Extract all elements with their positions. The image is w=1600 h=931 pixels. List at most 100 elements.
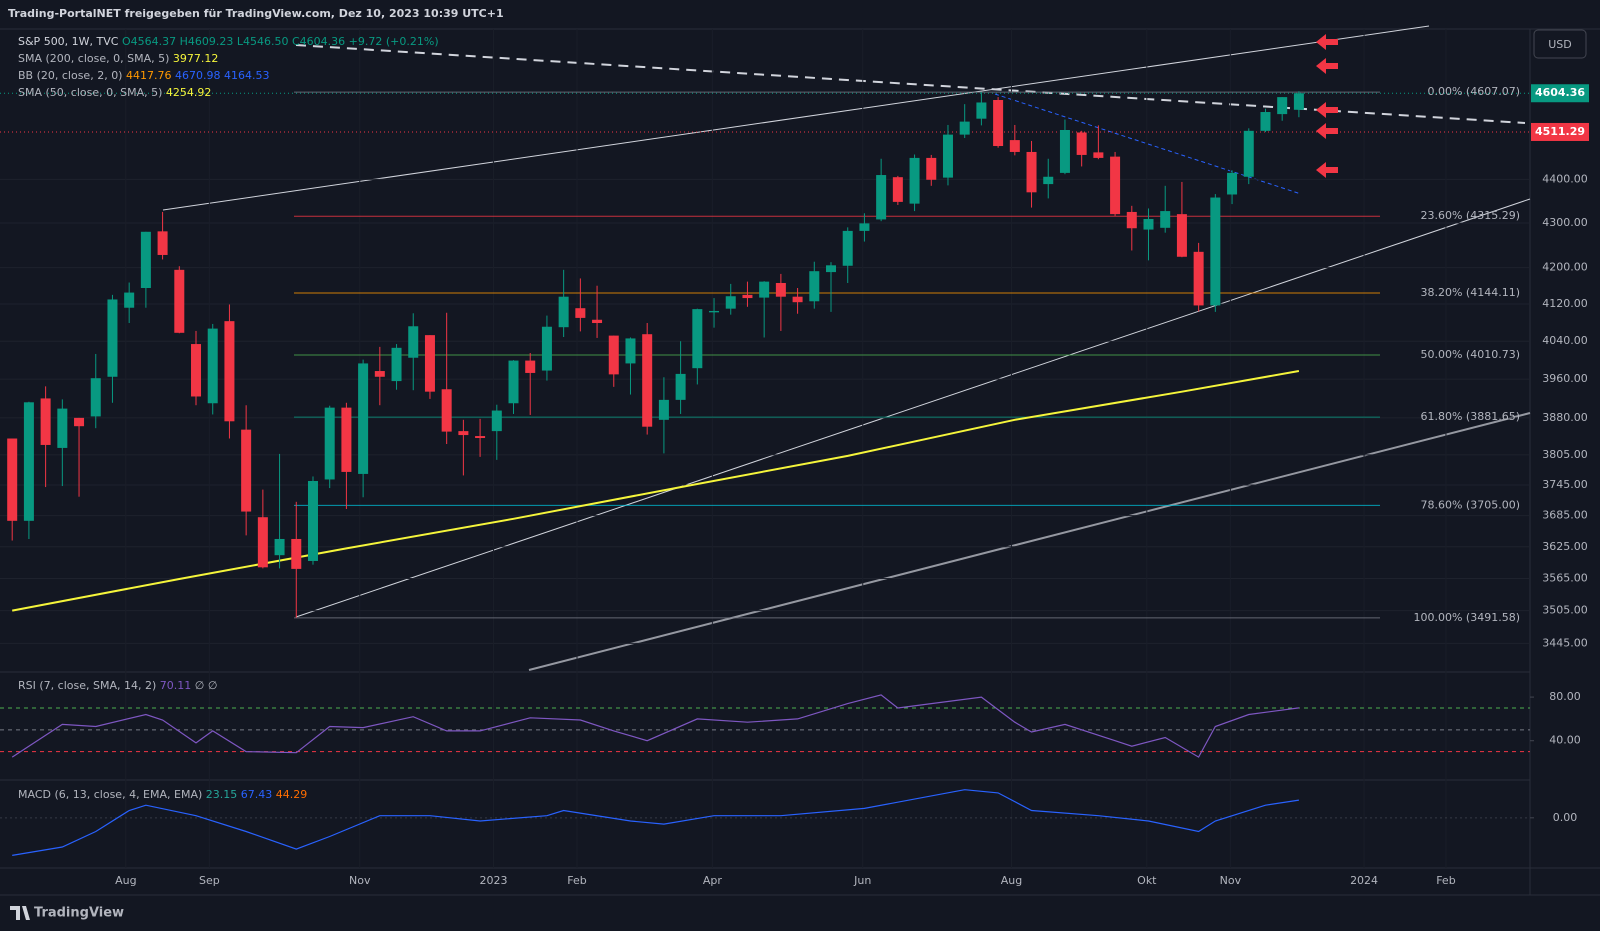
candle-body: [174, 269, 185, 333]
candle-body: [892, 177, 903, 202]
candle-body: [1043, 176, 1054, 185]
legend-item: O4564.37 H4609.23 L4546.50 C4604.36: [122, 35, 345, 48]
candle-body: [191, 344, 202, 397]
x-tick-label: Jun: [853, 874, 871, 887]
legend-row: BB (20, close, 2, 0) 4417.76 4670.98 416…: [18, 69, 269, 82]
candle-body: [358, 363, 369, 474]
candle-body: [826, 265, 837, 273]
candle-body: [458, 431, 469, 436]
candle-body: [391, 347, 402, 382]
legend-item: 4670.98: [175, 69, 221, 82]
candle-body: [374, 371, 385, 377]
candle-body: [742, 294, 753, 299]
fib-label: 0.00% (4607.07): [1427, 85, 1520, 98]
arrow: [1316, 102, 1338, 118]
arrow: [1316, 162, 1338, 178]
legend-row: SMA (200, close, 0, SMA, 5) 3977.12: [18, 52, 218, 65]
candle-body: [307, 480, 318, 561]
candle-body: [608, 335, 619, 375]
candle-body: [809, 271, 820, 302]
candle-body: [1210, 197, 1221, 306]
candle-body: [341, 407, 352, 472]
y-tick-label: 3745.00: [1542, 478, 1588, 491]
candle-body: [976, 102, 987, 119]
candle-body: [7, 438, 18, 521]
candle-body: [1126, 211, 1137, 229]
candle-body: [1176, 214, 1187, 257]
candle-body: [558, 296, 569, 328]
candle-body: [475, 436, 486, 439]
indicator-legend: RSI (7, close, SMA, 14, 2) 70.11 ∅ ∅: [18, 679, 217, 692]
candle-body: [1293, 93, 1304, 110]
rsi-line: [11, 694, 1299, 758]
y-tick-label: 4040.00: [1542, 334, 1588, 347]
candle-body: [959, 121, 970, 135]
x-tick-label: Nov: [349, 874, 371, 887]
candle-body: [207, 328, 218, 404]
y-tick-label: 3445.00: [1542, 636, 1588, 649]
candle-body: [592, 319, 603, 324]
x-tick-label: Apr: [703, 874, 723, 887]
indicator-title: MACD (6, 13, close, 4, EMA, EMA): [18, 788, 202, 801]
candle-body: [725, 296, 736, 309]
candle-body: [792, 296, 803, 303]
indicator-value: 70.11: [160, 679, 192, 692]
candle-body: [675, 373, 686, 400]
candle-body: [424, 335, 435, 392]
candle-body: [942, 134, 953, 178]
y-tick-label: 3960.00: [1542, 372, 1588, 385]
currency-label[interactable]: USD: [1548, 38, 1572, 51]
y-tick-label: 3685.00: [1542, 509, 1588, 522]
legend-item: S&P 500, 1W, TVC: [18, 35, 119, 48]
candle-body: [140, 231, 151, 289]
candle-body: [1243, 130, 1254, 177]
x-tick-label: 2023: [479, 874, 507, 887]
price-box-label: 4511.29: [1535, 125, 1585, 138]
fib-level: 78.60%: [1420, 498, 1462, 511]
legend-item: 4417.76: [126, 69, 172, 82]
y-tick-label: 3565.00: [1542, 571, 1588, 584]
legend-item: SMA (200, close, 0, SMA, 5): [18, 52, 169, 65]
candle-body: [1193, 251, 1204, 306]
macd-line: [12, 789, 1299, 856]
legend-item: +9.72 (+0.21%): [349, 35, 439, 48]
logo-icon: [10, 906, 30, 920]
fib-label: 23.60% (4315.29): [1420, 209, 1520, 222]
fib-price: 3705.00: [1470, 498, 1516, 511]
candle-body: [775, 282, 786, 297]
fib-label: 78.60% (3705.00): [1420, 498, 1520, 511]
trend-line: [528, 412, 1531, 671]
arrow: [1316, 58, 1338, 74]
currency-button[interactable]: [1533, 29, 1587, 59]
trend-line: [295, 198, 1531, 618]
candle-body: [1277, 97, 1288, 115]
candle-body: [709, 310, 720, 313]
indicator-legend: MACD (6, 13, close, 4, EMA, EMA) 23.15 6…: [18, 788, 307, 801]
logo: TradingView: [10, 906, 124, 921]
legend-row: SMA (50, close, 0, SMA, 5) 4254.92: [18, 86, 211, 99]
candle-body: [575, 308, 586, 318]
fib-label: 50.00% (4010.73): [1420, 348, 1520, 361]
candle-body: [926, 157, 937, 180]
legend-item: 4254.92: [166, 86, 212, 99]
legend-row: S&P 500, 1W, TVC O4564.37 H4609.23 L4546…: [18, 35, 439, 48]
candle-body: [74, 417, 85, 427]
candle-body: [759, 281, 770, 298]
candle-body: [441, 389, 452, 432]
y-tick-label: 3805.00: [1542, 448, 1588, 461]
y-tick-label: 4200.00: [1542, 261, 1588, 274]
candle-body: [1143, 218, 1154, 230]
candle-body: [993, 99, 1004, 147]
fib-label: 61.80% (3881.65): [1420, 410, 1520, 423]
indicator-value: 67.43: [241, 788, 273, 801]
candle-body: [859, 223, 870, 231]
candle-body: [274, 538, 285, 556]
arrow: [1316, 34, 1338, 50]
indicator-value: 44.29: [276, 788, 308, 801]
legend-item: SMA (50, close, 0, SMA, 5): [18, 86, 162, 99]
y-tick-label: 40.00: [1549, 734, 1581, 747]
candle-body: [1160, 211, 1171, 228]
fib-level: 61.80%: [1420, 410, 1462, 423]
y-tick-label: 3625.00: [1542, 540, 1588, 553]
fib-level: 23.60%: [1420, 209, 1462, 222]
